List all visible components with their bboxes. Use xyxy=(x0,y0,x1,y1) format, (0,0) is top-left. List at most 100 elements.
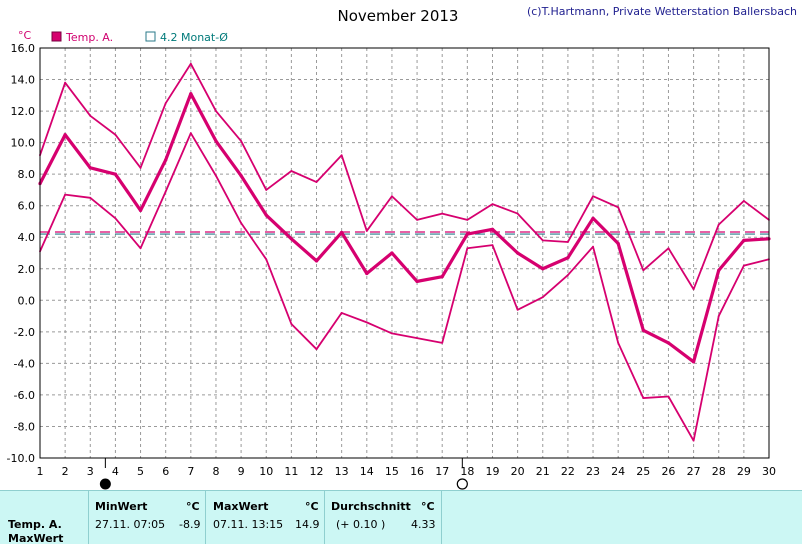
footer-divider xyxy=(88,491,89,544)
data-point-max xyxy=(290,170,293,172)
data-point-max xyxy=(391,195,393,198)
data-point-min xyxy=(189,132,192,135)
y-tick-label: 10.0 xyxy=(11,137,36,150)
data-point-max xyxy=(64,81,67,84)
data-point-max xyxy=(742,200,745,202)
x-axis-ticks: 1 2 3 4 5 6 7 8 9 10 11 12 13 14 15 16 17 18 19 20 21 22 23 24 2… xyxy=(37,465,777,478)
y-tick-label: -2.0 xyxy=(14,326,35,339)
data-point-mean xyxy=(138,208,143,213)
data-point-min xyxy=(491,244,494,247)
data-point-max xyxy=(189,62,192,65)
min-value: -8.9 xyxy=(179,518,201,531)
data-point-min xyxy=(566,274,569,276)
average-unit: °C xyxy=(421,500,435,513)
data-point-max xyxy=(491,203,494,206)
data-point-mean xyxy=(415,279,419,283)
data-point-max xyxy=(566,241,569,243)
data-point-min xyxy=(89,196,92,199)
data-point-mean xyxy=(214,139,218,143)
new-moon-icon xyxy=(99,478,111,490)
data-point-max xyxy=(240,140,243,142)
data-point-mean xyxy=(440,275,444,279)
x-tick-label: 17 xyxy=(435,465,449,478)
y-axis-ticks: 16.0 14.0 12.0 10.0 8.0 6.0 4.0 2.0 0.0 -2.0 -4.0 -… xyxy=(7,42,35,465)
legend-label-monthly-average: 4.2 Monat-Ø xyxy=(160,31,228,44)
average-value: 4.33 xyxy=(411,518,436,531)
x-tick-label: 15 xyxy=(385,465,399,478)
data-point-mean xyxy=(541,267,545,271)
x-tick-label: 21 xyxy=(536,465,550,478)
data-point-max xyxy=(416,218,418,221)
legend-swatch-monthly-average xyxy=(145,31,156,42)
min-header: MinWert xyxy=(95,500,148,513)
data-point-min xyxy=(64,193,67,196)
min-datetime: 27.11. 07:05 xyxy=(95,518,166,531)
data-point-min xyxy=(215,174,217,177)
data-point-min xyxy=(742,264,745,267)
x-tick-label: 20 xyxy=(511,465,525,478)
min-unit: °C xyxy=(186,500,200,513)
data-point-max xyxy=(541,239,544,242)
data-point-min xyxy=(692,439,695,442)
data-point-min xyxy=(516,308,519,311)
y-tick-label: 8.0 xyxy=(18,168,36,181)
data-point-min xyxy=(541,296,544,299)
data-point-mean xyxy=(88,166,92,170)
x-tick-label: 24 xyxy=(611,465,625,478)
data-point-mean xyxy=(691,360,696,364)
x-tick-label: 9 xyxy=(238,465,245,478)
chart-title: November 2013 xyxy=(338,7,459,25)
x-tick-label: 27 xyxy=(687,465,701,478)
x-tick-label: 2 xyxy=(62,465,69,478)
statistics-footer: Temp. A. MaxWert MinWert °C 27.11. 07:05… xyxy=(0,490,802,545)
y-axis-unit: °C xyxy=(18,29,32,42)
legend-swatch-temp xyxy=(51,31,62,42)
y-tick-label: 6.0 xyxy=(18,200,36,213)
data-point-max xyxy=(265,189,268,191)
average-header: Durchschnitt xyxy=(331,500,411,513)
y-tick-label: 14.0 xyxy=(11,74,36,87)
data-point-max xyxy=(164,102,167,105)
y-tick-label: -6.0 xyxy=(14,389,35,402)
data-point-min xyxy=(265,258,268,261)
temperature-chart: November 2013 (c)T.Hartmann, Private Wet… xyxy=(7,5,797,490)
footer-row-label: Temp. A. xyxy=(8,518,62,531)
data-point-mean xyxy=(666,341,671,345)
reference-lines xyxy=(40,231,769,235)
x-tick-label: 26 xyxy=(661,465,675,478)
data-point-max xyxy=(441,212,444,215)
max-value: 14.9 xyxy=(295,518,320,531)
legend-label-temp: Temp. A. xyxy=(65,31,113,44)
x-tick-label: 30 xyxy=(762,465,776,478)
max-unit: °C xyxy=(305,500,319,513)
data-point-mean xyxy=(591,216,595,220)
x-tick-label: 13 xyxy=(335,465,349,478)
data-point-mean xyxy=(390,251,394,255)
data-point-mean xyxy=(189,92,193,96)
data-point-max xyxy=(667,247,670,250)
data-point-max xyxy=(642,269,645,272)
data-point-min xyxy=(441,341,444,344)
data-point-max xyxy=(365,230,368,232)
data-point-mean xyxy=(113,172,118,176)
data-point-min xyxy=(164,190,167,193)
x-tick-label: 6 xyxy=(162,465,169,478)
series-line-min xyxy=(39,132,770,442)
data-point-max xyxy=(592,195,594,198)
data-point-max xyxy=(692,288,695,291)
data-point-min xyxy=(114,217,117,220)
x-tick-label: 7 xyxy=(187,465,194,478)
data-point-max xyxy=(516,212,519,215)
y-tick-label: 16.0 xyxy=(11,42,36,55)
footer-divider xyxy=(324,491,325,544)
x-tick-label: 28 xyxy=(712,465,726,478)
data-point-mean xyxy=(641,328,645,332)
full-moon-icon xyxy=(456,478,468,490)
x-tick-label: 11 xyxy=(284,465,298,478)
y-tick-label: -10.0 xyxy=(7,452,35,465)
data-point-min xyxy=(240,222,243,224)
moon-phases xyxy=(99,458,468,490)
x-tick-label: 4 xyxy=(112,465,119,478)
data-point-min xyxy=(139,247,142,250)
data-point-min xyxy=(365,321,368,324)
